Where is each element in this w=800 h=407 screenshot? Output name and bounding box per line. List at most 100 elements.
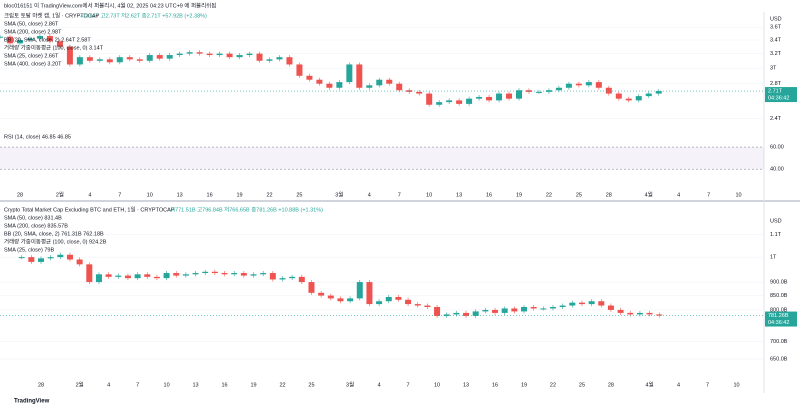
- candle-body: [176, 53, 183, 56]
- y-tick-label: 800.0B: [770, 307, 788, 313]
- indicator-legend: SMA (200, close) 835.57B: [4, 223, 68, 229]
- candle-body: [347, 298, 354, 302]
- candle-body: [463, 312, 470, 316]
- candle-body: [337, 298, 344, 302]
- y-tick-label: 2.4T: [770, 116, 782, 122]
- candle-body: [76, 259, 83, 265]
- candle-body: [163, 273, 170, 279]
- candle-body: [443, 314, 450, 316]
- candle-body: [316, 79, 323, 84]
- x-tick-label: 7: [706, 382, 709, 388]
- x-tick-label: 3월: [335, 190, 343, 198]
- x-tick-label: 22: [546, 192, 552, 198]
- candle-body: [549, 306, 556, 309]
- candle-body: [18, 257, 25, 259]
- candle-body: [26, 38, 33, 40]
- candle-body: [173, 273, 180, 276]
- x-tick-label: 16: [221, 382, 227, 388]
- candle-body: [436, 102, 443, 105]
- candle-body: [555, 87, 562, 91]
- candle-body: [289, 276, 296, 279]
- candle-body: [306, 75, 313, 80]
- candle-body: [221, 273, 228, 275]
- candle-body: [636, 312, 643, 315]
- candle-body: [376, 301, 383, 305]
- indicator-legend: BB (20, SMA, close, 2) 761.31B 762.18B: [4, 231, 104, 237]
- x-tick-label: 3월: [346, 380, 354, 388]
- rsi-tick-label: 40.00: [770, 167, 784, 173]
- candle-body: [211, 271, 218, 274]
- candle-body: [286, 57, 293, 65]
- candle-body: [156, 55, 163, 59]
- candle-body: [279, 278, 286, 280]
- x-tick-label: 25: [308, 382, 314, 388]
- candle-body: [196, 52, 203, 54]
- footer-brand: TradingView: [14, 399, 50, 405]
- y-tick-label: 3T: [770, 66, 777, 72]
- candle-body: [202, 271, 209, 274]
- candle-body: [17, 39, 23, 44]
- candle-body: [192, 273, 199, 275]
- x-tick-label: 28: [606, 192, 612, 198]
- x-tick-label: 28: [17, 192, 23, 198]
- candle-body: [226, 53, 233, 58]
- candle-body: [646, 312, 653, 315]
- x-tick-label: 10: [147, 192, 153, 198]
- candle-body: [216, 53, 223, 56]
- candle-body: [38, 258, 44, 262]
- x-tick-label: 10: [733, 382, 739, 388]
- candle-body: [56, 41, 63, 47]
- currency: USD: [770, 16, 782, 22]
- x-tick-label: 13: [177, 192, 183, 198]
- candle-body: [7, 36, 14, 44]
- ohlc: 시2.65T 고2.73T 저2.62T 종2.71T +57.92B (+2.…: [80, 11, 207, 19]
- candle-body: [472, 311, 479, 316]
- x-tick-label: 4월: [646, 380, 654, 388]
- candle-body: [153, 276, 160, 279]
- candle-body: [46, 36, 53, 42]
- x-tick-label: 10: [735, 192, 741, 198]
- x-tick-label: 19: [236, 192, 242, 198]
- candle-body: [36, 36, 43, 39]
- x-tick-label: 10: [164, 382, 170, 388]
- last-price-tag: [765, 87, 797, 103]
- candle-body: [0, 36, 4, 38]
- candle-body: [346, 64, 353, 83]
- x-tick-label: 4: [88, 192, 91, 198]
- candle-body: [496, 93, 503, 101]
- x-tick-label: 2월: [76, 380, 84, 388]
- candle-body: [126, 57, 133, 60]
- candle-body: [605, 87, 612, 94]
- candle-body: [66, 46, 73, 65]
- candle-body: [635, 96, 642, 101]
- x-tick-label: 19: [250, 382, 256, 388]
- candle-body: [376, 79, 383, 86]
- x-tick-label: 13: [192, 382, 198, 388]
- candle-body: [116, 57, 123, 63]
- x-tick-label: 22: [266, 192, 272, 198]
- last-price-label: 2.71T: [768, 89, 783, 95]
- x-tick-label: 7: [707, 192, 710, 198]
- candle-body: [186, 52, 193, 54]
- candle-body: [326, 83, 333, 88]
- header: bloc016151 이 TradingView.com에서 퍼블리시, 4월 …: [4, 1, 216, 9]
- indicator-legend: SMA (25, close) 79B: [4, 247, 54, 253]
- currency: USD: [770, 218, 782, 224]
- candle-body: [506, 93, 513, 99]
- candle-body: [276, 57, 283, 60]
- candle-body: [588, 301, 595, 305]
- candle-body: [434, 306, 441, 316]
- candle-body: [57, 254, 64, 258]
- candle-body: [76, 57, 83, 65]
- symbol-title: Crypto Total Market Cap Excluding BTC an…: [4, 205, 175, 213]
- candle-body: [386, 79, 393, 84]
- x-tick-label: 25: [576, 192, 582, 198]
- candle-body: [231, 273, 238, 275]
- candle-body: [565, 83, 572, 88]
- candle-body: [296, 64, 303, 76]
- y-tick-label: 700.0B: [770, 339, 788, 345]
- candle-body: [308, 282, 315, 293]
- candle-body: [366, 282, 373, 305]
- y-tick-label: 3.2T: [770, 51, 782, 57]
